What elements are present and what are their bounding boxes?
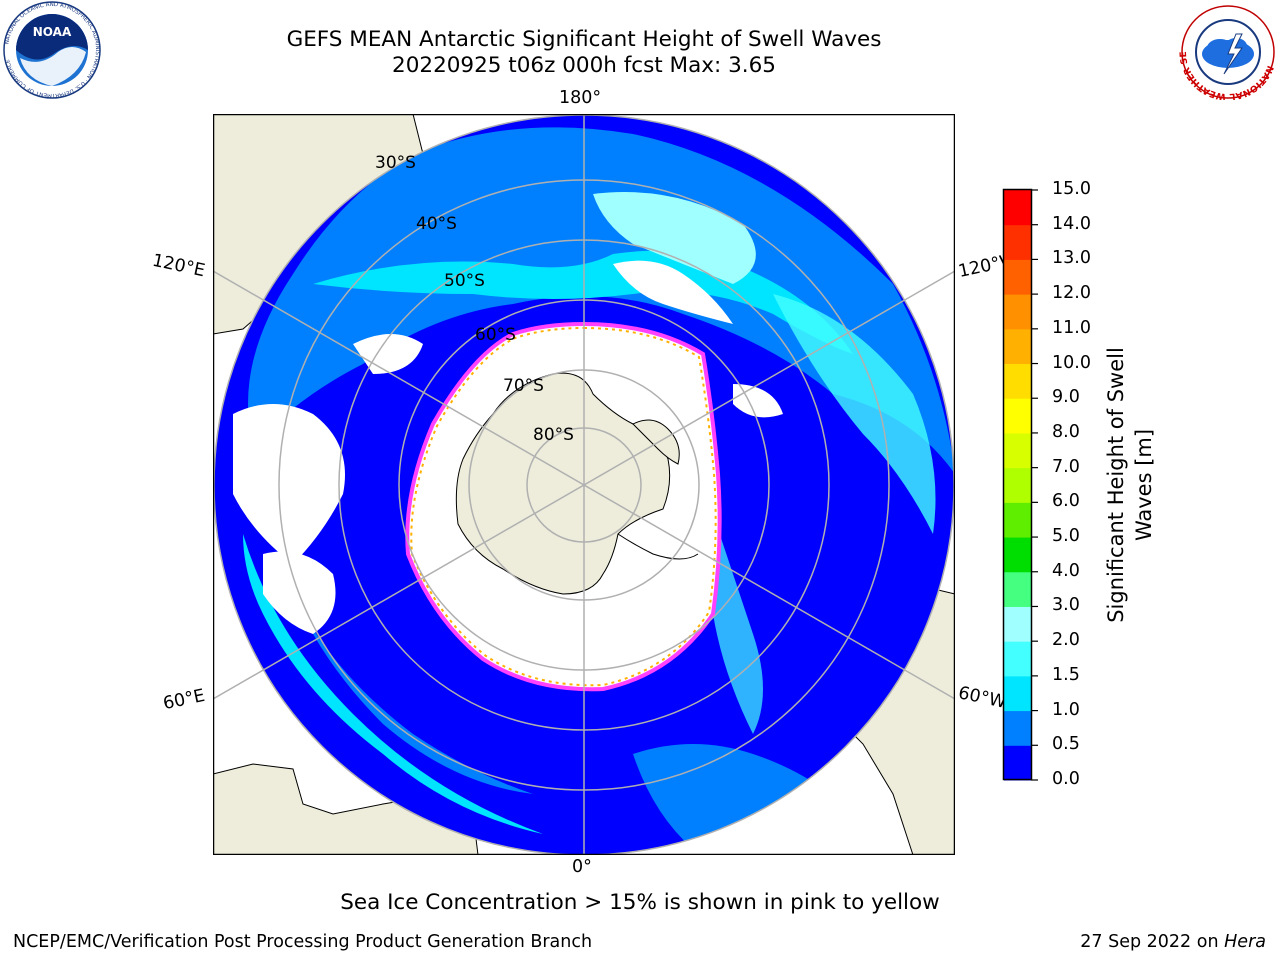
chart-title: GEFS MEAN Antarctic Significant Height o… [286,27,882,52]
colorbar-tick-label: 12.0 [1052,283,1091,304]
colorbar-band [1004,432,1031,469]
sea-ice-note: Sea Ice Concentration > 15% is shown in … [340,890,940,915]
colorbar-band [1004,190,1031,226]
colorbar-tick-label: 1.5 [1052,664,1080,685]
colorbar-tick-label: 3.0 [1052,595,1080,616]
colorbar-tick-label: 13.0 [1052,248,1091,269]
colorbar-band [1004,363,1031,399]
colorbar-band [1004,745,1031,781]
colorbar-label: Significant Height of Swell Waves [m] [1104,347,1156,623]
lon-label-lower-left: 60°E [161,685,207,715]
colorbar-band [1004,571,1031,607]
colorbar-tick-label: 5.0 [1052,526,1080,547]
nws-logo: NATIONAL WEATHER SERVICE [1176,4,1275,100]
lon-label-top: 180° [559,88,602,108]
colorbar-tick-label: 1.0 [1052,699,1080,720]
lat-label-40: 40°S [416,214,457,234]
lat-label-50: 50°S [444,271,485,291]
polar-swell-map: 30°S 40°S 50°S 60°S 70°S 80°S [213,114,955,855]
colorbar-tick-label: 8.0 [1052,421,1080,442]
colorbar-band [1004,675,1031,712]
chart-subtitle: 20220925 t06z 000h fcst Max: 3.65 [392,53,776,78]
colorbar-tick-label: 0.0 [1052,769,1080,789]
colorbar-tick-label: 0.5 [1052,734,1080,755]
colorbar-band [1004,710,1031,746]
colorbar-band [1004,467,1031,503]
colorbar-band [1004,537,1031,573]
colorbar-band [1004,502,1031,538]
colorbar-tick-label: 6.0 [1052,491,1080,512]
colorbar-band [1004,224,1031,260]
noaa-logo-text: NOAA [33,25,72,39]
lon-label-bottom: 0° [572,857,592,877]
colorbar-tick-label: 11.0 [1052,317,1091,338]
lon-label-upper-left: 120°E [150,250,207,282]
noaa-logo: NOAA NATIONAL OCEANIC AND ATMOSPHERIC AD… [3,1,101,99]
lat-label-30: 30°S [375,153,416,173]
colorbar [1002,188,1038,781]
colorbar-tick-label: 9.0 [1052,387,1080,408]
latitude-labels: 30°S 40°S 50°S 60°S 70°S 80°S [375,153,574,445]
lat-label-80: 80°S [533,425,574,445]
colorbar-tick-label: 14.0 [1052,213,1091,234]
colorbar-band [1004,606,1031,642]
colorbar-band [1004,294,1031,330]
colorbar-tick-label: 2.0 [1052,630,1080,651]
colorbar-band [1004,328,1031,365]
footer-date: 27 Sep 2022 on Hera [1080,932,1266,952]
footer-credit: NCEP/EMC/Verification Post Processing Pr… [13,932,593,952]
colorbar-band [1004,259,1031,295]
colorbar-band [1004,641,1031,677]
colorbar-tick-label: 7.0 [1052,456,1080,477]
colorbar-tick-label: 4.0 [1052,560,1080,581]
lat-label-70: 70°S [503,376,544,396]
colorbar-tick-label: 10.0 [1052,352,1091,373]
lat-label-60: 60°S [475,325,516,345]
colorbar-tick-label: 15.0 [1052,179,1091,199]
colorbar-band [1004,398,1031,434]
